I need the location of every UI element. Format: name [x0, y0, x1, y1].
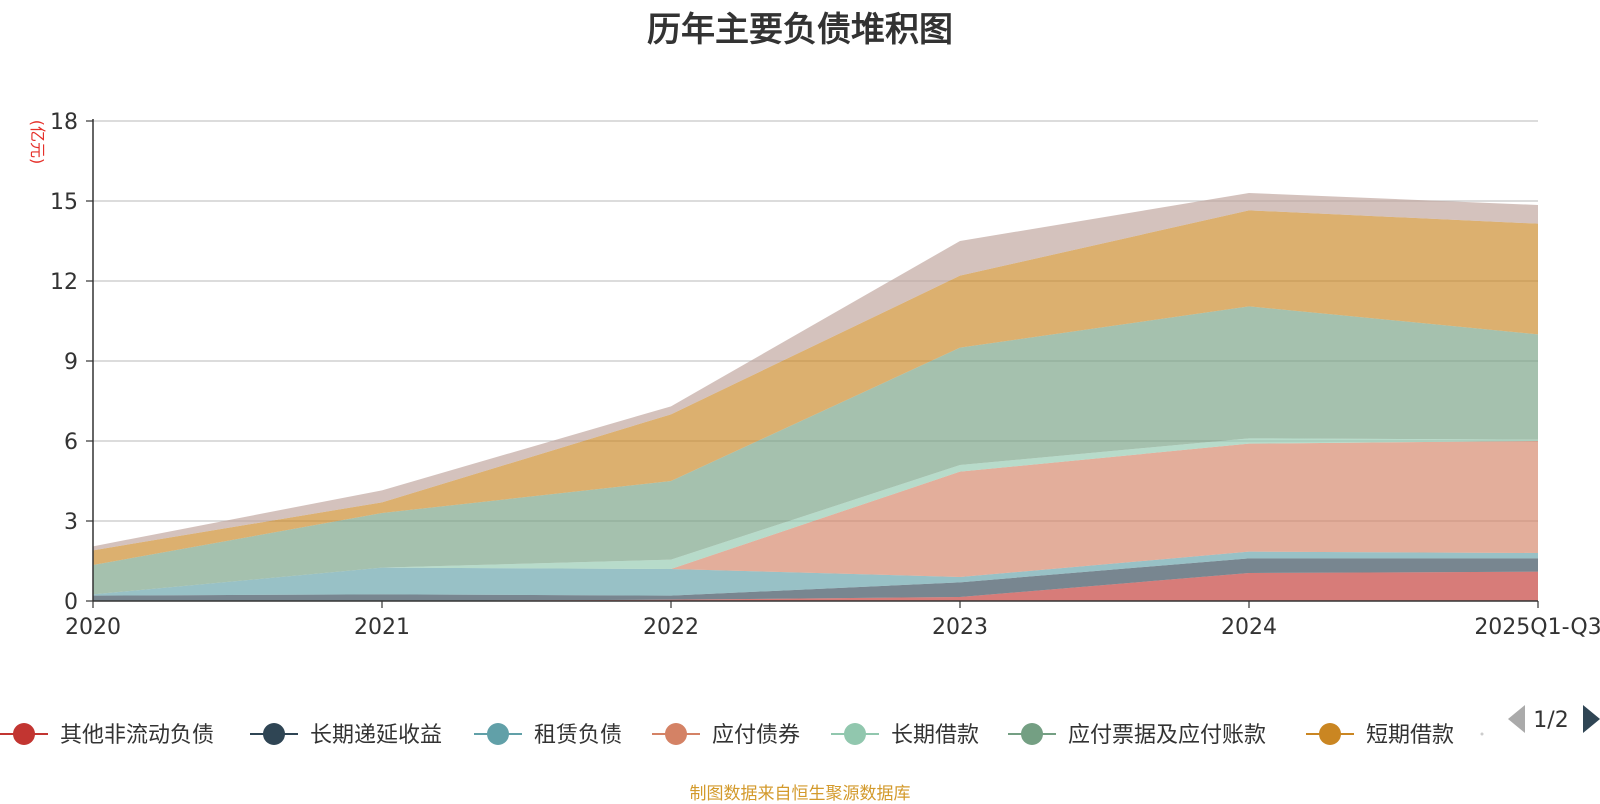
legend-marker-icon [1319, 723, 1341, 745]
legend-marker-icon [665, 723, 687, 745]
x-tick-label: 2020 [65, 615, 121, 640]
y-tick-label: 6 [64, 430, 78, 455]
y-tick-label: 15 [50, 190, 78, 215]
legend-marker-icon [13, 723, 35, 745]
legend-item[interactable]: 其他非流动负债 [0, 723, 214, 748]
y-tick-label: 3 [64, 510, 78, 535]
legend-prev-arrow-icon[interactable] [1508, 705, 1525, 733]
series-area-2[interactable] [93, 551, 1538, 596]
x-tick-label: 2021 [354, 615, 410, 640]
series-area-1[interactable] [93, 558, 1538, 601]
legend-item[interactable]: 应付票据及应付账款 [1008, 723, 1266, 748]
legend-label: 短期借款 [1366, 723, 1454, 748]
legend-item[interactable]: 长期借款 [831, 723, 979, 748]
legend-next-arrow-icon[interactable] [1583, 705, 1600, 733]
legend-item[interactable]: 短期借款 [1306, 723, 1454, 748]
chart-title: 历年主要负债堆积图 [647, 10, 953, 50]
y-tick-label: 18 [50, 110, 78, 135]
legend-label: 应付票据及应付账款 [1068, 723, 1266, 748]
legend-item[interactable]: 租赁负债 [474, 723, 622, 748]
legend-page-indicator: 1/2 [1533, 708, 1568, 733]
legend-label: 长期递延收益 [310, 723, 442, 748]
series-area-5[interactable] [93, 306, 1538, 595]
y-tick-label: 9 [64, 350, 78, 375]
legend-label: 其他非流动负债 [60, 723, 214, 748]
legend-marker-icon [263, 723, 285, 745]
legend-item[interactable]: 应付债券 [652, 723, 800, 748]
legend-label: 长期借款 [891, 723, 979, 748]
x-tick-label: 2023 [932, 615, 988, 640]
source-note: 制图数据来自恒生聚源数据库 [689, 784, 911, 804]
legend-marker-icon [487, 723, 509, 745]
series-area-4[interactable] [93, 438, 1538, 595]
legend-marker-icon [844, 723, 866, 745]
legend-label: 租赁负债 [534, 723, 622, 748]
y-tick-label: 0 [64, 590, 78, 615]
legend-label: 应付债券 [712, 723, 800, 748]
legend-item[interactable]: 长期递延收益 [250, 723, 442, 748]
y-axis-label: (亿元) [28, 120, 47, 165]
x-tick-label: 2025Q1-Q3 [1474, 615, 1600, 640]
y-tick-label: 12 [50, 270, 78, 295]
legend-marker-icon [1021, 723, 1043, 745]
series-area-6[interactable] [93, 210, 1538, 566]
x-tick-label: 2024 [1221, 615, 1277, 640]
x-tick-label: 2022 [643, 615, 699, 640]
legend-pager: 1/2 [1508, 705, 1600, 733]
legend-overflow-dot-icon [1480, 732, 1484, 736]
series-area-3[interactable] [93, 441, 1538, 595]
